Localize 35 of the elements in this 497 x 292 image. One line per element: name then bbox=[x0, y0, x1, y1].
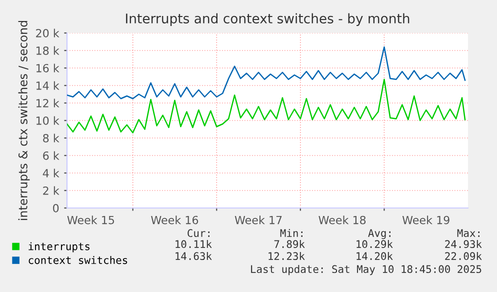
x-tick-label: Week 19 bbox=[402, 216, 450, 224]
text: 7.89k bbox=[274, 240, 305, 248]
text: Cur: bbox=[188, 229, 210, 238]
y-tick-label: 16 k bbox=[36, 64, 60, 72]
text: 12.23k bbox=[268, 252, 305, 260]
text: Last update: Sat May 10 18:45:00 2025 bbox=[251, 264, 482, 276]
text: Max: bbox=[457, 229, 480, 238]
y-tick-label: 8 k bbox=[43, 134, 60, 142]
chart-title: Interrupts and context switches - by month bbox=[126, 13, 410, 26]
y-tick-label: 4 k bbox=[42, 168, 60, 178]
x-tick-label: Week 18 bbox=[318, 216, 366, 224]
legend-label: context switches bbox=[28, 256, 128, 264]
y-tick-label: 12 k bbox=[36, 98, 60, 108]
y-tick-label: 10 k bbox=[36, 116, 60, 125]
x-tick-label: Week 15 bbox=[67, 216, 114, 224]
x-tick-label: Week 16 bbox=[151, 216, 198, 224]
y-tick-label: 2 k bbox=[43, 186, 60, 195]
text: 10.29k bbox=[356, 240, 393, 248]
y-tick-label: 18 k bbox=[36, 46, 60, 55]
y-tick-label: 6 k bbox=[43, 151, 60, 160]
x-tick-label: Week 17 bbox=[234, 216, 282, 224]
y-tick-label: 0 bbox=[53, 204, 59, 212]
y-axis-title: interrupts & ctx switches / second bbox=[18, 20, 30, 220]
text: 10.11k bbox=[176, 240, 212, 248]
text: Min: bbox=[280, 228, 302, 237]
text: 22.09k bbox=[445, 252, 482, 260]
text: 14.20k bbox=[356, 252, 393, 260]
legend-label: interrupts bbox=[28, 242, 90, 252]
y-tick-label: 20 k bbox=[36, 28, 60, 38]
line-series bbox=[67, 78, 466, 134]
text: Avg: bbox=[368, 229, 390, 240]
text: 14.63k bbox=[176, 252, 212, 260]
text: 24.93k bbox=[445, 240, 482, 248]
y-tick-label: 14 k bbox=[36, 81, 60, 90]
line-series bbox=[67, 46, 466, 100]
